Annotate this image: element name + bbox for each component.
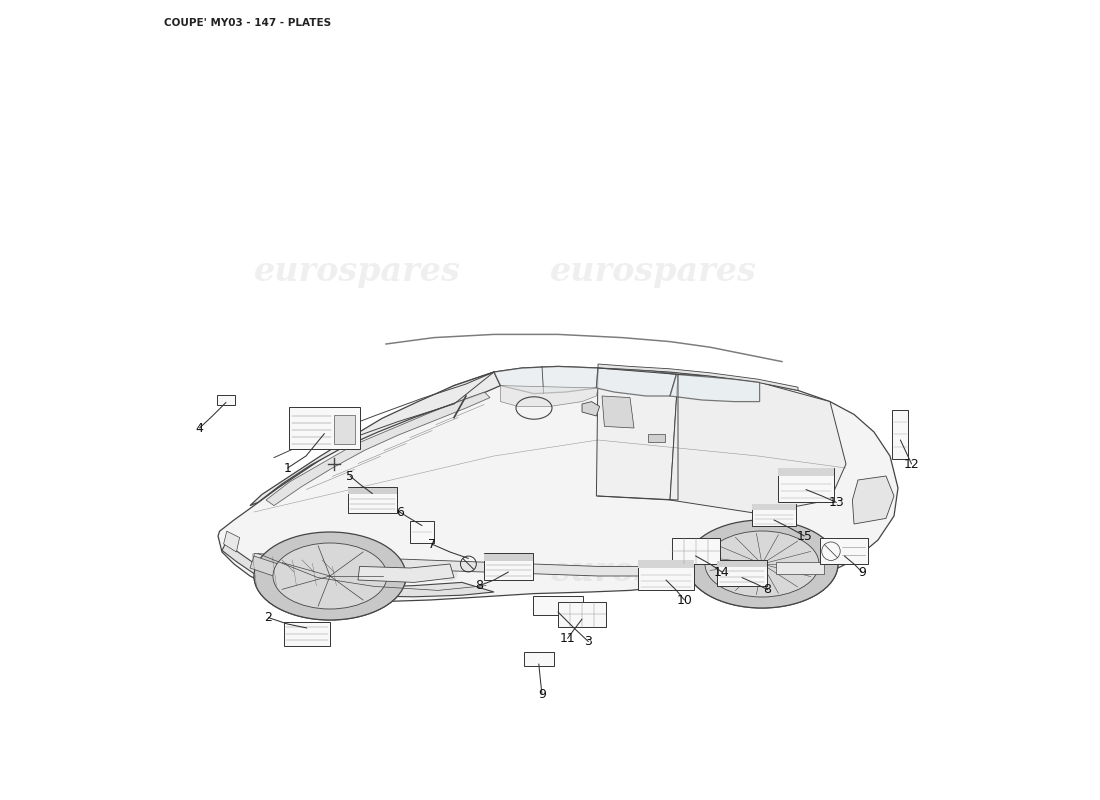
Bar	[484, 554, 534, 561]
Text: 6: 6	[396, 506, 404, 518]
Polygon shape	[582, 402, 600, 416]
Polygon shape	[254, 554, 750, 578]
Bar	[333, 414, 354, 444]
Polygon shape	[358, 564, 454, 582]
Bar	[524, 652, 554, 666]
Text: 8: 8	[475, 579, 484, 592]
Text: 8: 8	[763, 583, 771, 596]
Ellipse shape	[254, 532, 406, 620]
Bar	[348, 488, 397, 494]
Ellipse shape	[686, 520, 838, 608]
Bar	[638, 560, 694, 590]
Polygon shape	[670, 374, 760, 402]
Text: eurospares: eurospares	[550, 255, 757, 289]
Text: 4: 4	[196, 422, 204, 434]
Text: 7: 7	[428, 538, 436, 550]
Text: 1: 1	[284, 462, 292, 474]
Bar	[717, 561, 767, 567]
Bar	[638, 560, 694, 568]
Bar	[776, 562, 824, 574]
Bar	[751, 504, 796, 510]
Polygon shape	[254, 576, 406, 620]
Polygon shape	[596, 368, 676, 396]
Bar	[289, 407, 360, 449]
Bar	[717, 560, 767, 586]
Bar	[672, 538, 719, 565]
Bar	[484, 554, 534, 579]
Bar	[778, 468, 834, 477]
Polygon shape	[670, 374, 846, 514]
Text: 10: 10	[676, 594, 692, 606]
Text: 14: 14	[714, 566, 730, 578]
Bar	[284, 622, 330, 646]
Text: 3: 3	[584, 635, 592, 648]
Polygon shape	[222, 542, 494, 597]
Bar	[534, 596, 583, 615]
Text: eurospares: eurospares	[254, 255, 461, 289]
Text: 9: 9	[858, 566, 866, 578]
Polygon shape	[596, 368, 678, 500]
Polygon shape	[250, 372, 500, 506]
Text: 11: 11	[560, 632, 575, 645]
Polygon shape	[494, 366, 598, 394]
Bar	[892, 410, 909, 459]
Bar	[821, 538, 868, 565]
Polygon shape	[598, 364, 798, 390]
Text: 12: 12	[904, 458, 920, 470]
Text: 13: 13	[828, 496, 845, 509]
Bar	[778, 468, 834, 502]
Text: 15: 15	[796, 530, 812, 542]
Bar	[217, 395, 234, 405]
Polygon shape	[218, 366, 898, 602]
Text: 9: 9	[538, 688, 546, 701]
Bar	[751, 504, 796, 526]
Text: eurospares: eurospares	[254, 555, 461, 589]
Polygon shape	[250, 556, 354, 588]
Text: COUPE' MY03 - 147 - PLATES: COUPE' MY03 - 147 - PLATES	[164, 18, 331, 27]
Polygon shape	[223, 531, 240, 552]
Text: eurospares: eurospares	[550, 555, 757, 589]
Bar	[410, 521, 435, 543]
Polygon shape	[266, 392, 490, 506]
Polygon shape	[686, 564, 838, 608]
Ellipse shape	[705, 531, 820, 597]
Polygon shape	[852, 476, 894, 524]
Bar	[348, 486, 397, 514]
Polygon shape	[602, 396, 634, 428]
Bar	[648, 434, 666, 442]
Bar	[558, 602, 606, 627]
Ellipse shape	[273, 543, 387, 609]
Text: 5: 5	[346, 470, 354, 482]
Polygon shape	[500, 386, 598, 406]
Text: 2: 2	[264, 611, 273, 624]
